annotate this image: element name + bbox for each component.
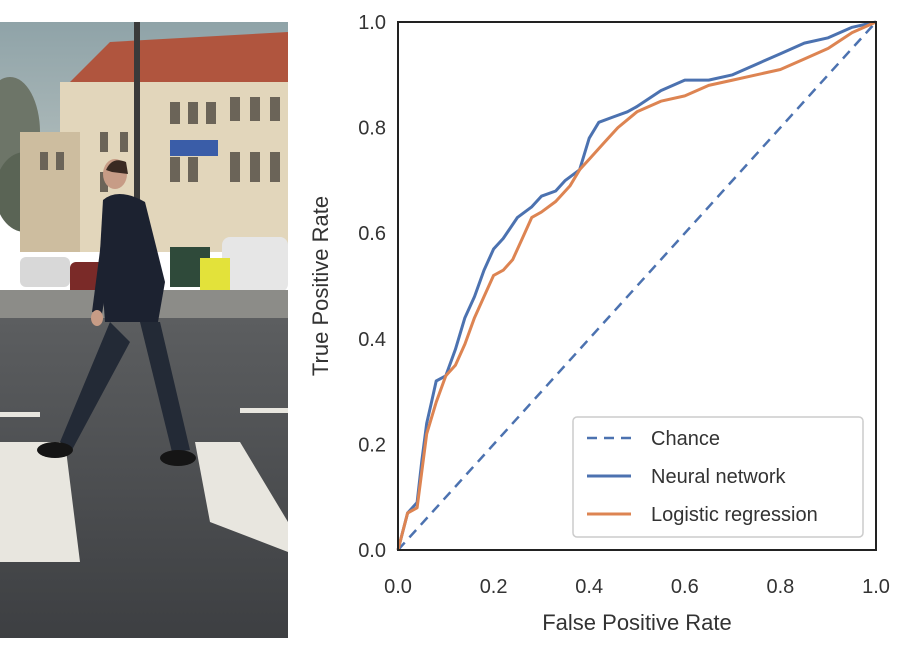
x-tick-label: 0.4: [575, 576, 603, 598]
street-pole: [134, 22, 140, 292]
legend-items: Chance Neural network Logistic regression: [587, 428, 818, 526]
legend-label-logistic-regression: Logistic regression: [651, 504, 818, 526]
legend-label-chance: Chance: [651, 428, 720, 450]
series-line-logistic-regression: [396, 20, 877, 551]
x-axis-label: False Positive Rate: [542, 610, 732, 635]
y-axis-ticks: 0.0 0.2 0.4 0.6 0.8 1.0: [358, 12, 386, 562]
y-tick-label: 0.6: [358, 223, 386, 245]
yellow-sign: [200, 258, 230, 296]
x-axis-ticks: 0.0 0.2 0.4 0.6 0.8 1.0: [384, 576, 890, 598]
series-layer: [396, 20, 877, 551]
series-line-neural-network: [396, 20, 877, 551]
y-tick-label: 0.2: [358, 434, 386, 456]
legend: Chance Neural network Logistic regression: [572, 416, 864, 538]
x-tick-label: 0.8: [766, 576, 794, 598]
y-tick-label: 0.8: [358, 118, 386, 140]
pedestrian: [37, 159, 196, 466]
y-tick-label: 0.4: [358, 329, 386, 351]
y-axis-label: True Positive Rate: [308, 196, 333, 376]
plot-frame: [397, 21, 877, 551]
crosswalk-markings: [0, 408, 288, 562]
pedestrian-photo: [0, 22, 288, 638]
legend-label-neural-network: Neural network: [651, 466, 787, 488]
x-tick-label: 0.6: [671, 576, 699, 598]
x-tick-label: 1.0: [862, 576, 890, 598]
y-tick-label: 0.0: [358, 540, 386, 562]
building: [20, 32, 288, 252]
legend-box: [572, 416, 864, 538]
y-tick-label: 1.0: [358, 12, 386, 34]
x-tick-label: 0.2: [480, 576, 508, 598]
roc-chart: 0.0 0.2 0.4 0.6 0.8 1.0 0.0 0.2 0.4 0.6 0.8 1.0 Fa…: [308, 12, 890, 635]
x-tick-label: 0.0: [384, 576, 412, 598]
